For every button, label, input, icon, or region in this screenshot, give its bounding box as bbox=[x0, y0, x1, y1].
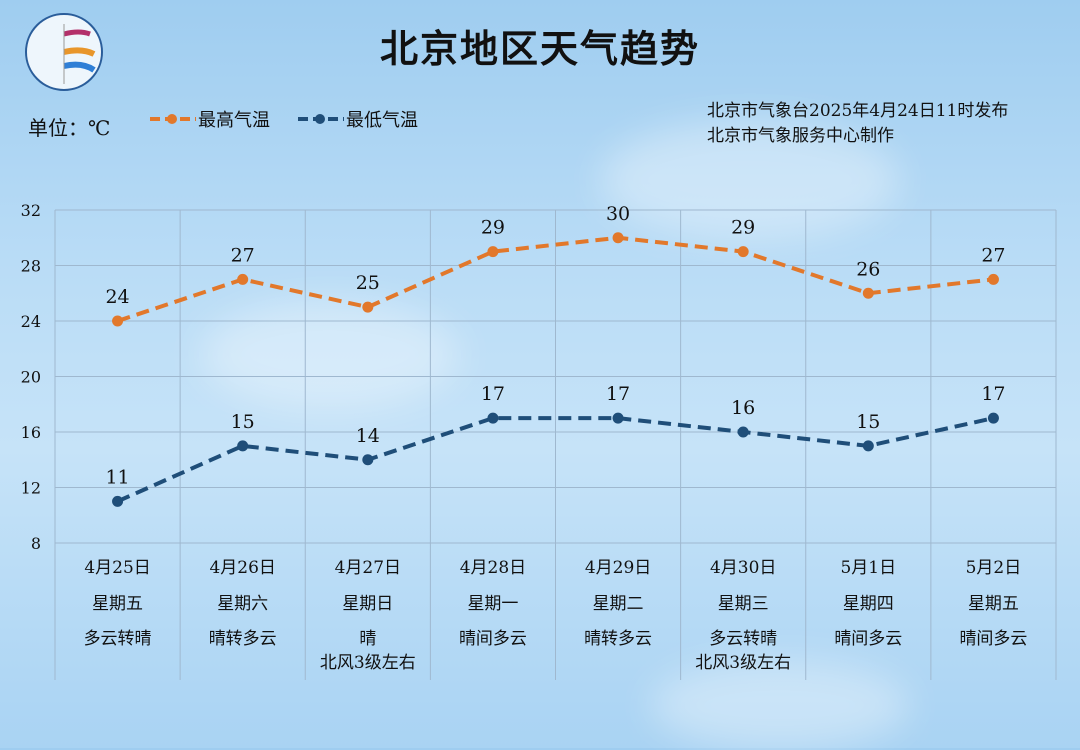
data-label-low: 15 bbox=[231, 411, 255, 433]
source-maker: 北京市气象服务中心制作 bbox=[707, 126, 894, 146]
legend-high: 最高气温 bbox=[148, 106, 270, 132]
legend-high-marker bbox=[150, 114, 196, 124]
weather-label: 晴间多云 bbox=[959, 629, 1027, 649]
data-point-low bbox=[487, 412, 499, 424]
y-tick-label: 16 bbox=[21, 423, 41, 442]
data-label-high: 29 bbox=[481, 217, 505, 239]
x-tick-date: 4月27日 bbox=[335, 558, 401, 578]
page-title: 北京地区天气趋势 bbox=[379, 26, 700, 71]
data-point-low bbox=[237, 440, 249, 452]
legend-low-label: 最低气温 bbox=[346, 110, 418, 131]
source-publish: 北京市气象台2025年4月24日11时发布 bbox=[707, 101, 1009, 121]
data-point-high bbox=[987, 273, 999, 285]
weather-label: 晴转多云 bbox=[209, 629, 277, 649]
weather-label: 晴 bbox=[359, 629, 376, 649]
x-tick-weekday: 星期二 bbox=[593, 594, 644, 614]
legend-high-label: 最高气温 bbox=[198, 110, 270, 131]
x-tick-date: 5月1日 bbox=[840, 558, 896, 578]
data-label-high: 27 bbox=[981, 244, 1005, 266]
weather-label: 多云转晴 bbox=[84, 629, 152, 649]
data-point-high bbox=[737, 246, 749, 258]
weather-label: 晴间多云 bbox=[834, 629, 902, 649]
weather-label: 多云转晴 bbox=[709, 629, 777, 649]
data-point-low bbox=[612, 412, 624, 424]
data-point-high bbox=[612, 232, 624, 244]
unit-label: 单位：℃ bbox=[28, 116, 111, 140]
data-point-high bbox=[112, 315, 124, 327]
x-tick-weekday: 星期一 bbox=[467, 594, 518, 614]
data-label-low: 17 bbox=[481, 383, 505, 405]
data-label-low: 11 bbox=[105, 466, 129, 488]
y-tick-label: 28 bbox=[21, 257, 41, 276]
data-label-low: 15 bbox=[856, 411, 880, 433]
x-tick-weekday: 星期六 bbox=[217, 594, 268, 614]
x-tick-date: 4月29日 bbox=[585, 558, 651, 578]
x-tick-date: 4月28日 bbox=[460, 558, 526, 578]
data-label-low: 17 bbox=[981, 383, 1005, 405]
x-tick-weekday: 星期四 bbox=[843, 594, 894, 614]
data-point-low bbox=[987, 412, 999, 424]
data-point-high bbox=[862, 287, 874, 299]
data-point-high bbox=[237, 273, 249, 285]
data-label-high: 24 bbox=[105, 286, 129, 308]
x-tick-date: 4月25日 bbox=[84, 558, 150, 578]
wind-label: 北风3级左右 bbox=[320, 653, 416, 673]
data-label-low: 17 bbox=[606, 383, 630, 405]
data-label-high: 25 bbox=[356, 272, 380, 294]
x-tick-date: 4月26日 bbox=[209, 558, 275, 578]
y-tick-label: 12 bbox=[21, 479, 41, 498]
x-tick-weekday: 星期三 bbox=[718, 594, 769, 614]
data-point-high bbox=[362, 301, 374, 313]
x-tick-weekday: 星期五 bbox=[968, 594, 1019, 614]
data-point-high bbox=[487, 246, 499, 258]
data-label-high: 27 bbox=[231, 244, 255, 266]
weather-label: 晴转多云 bbox=[584, 629, 652, 649]
y-tick-label: 32 bbox=[21, 201, 41, 220]
y-tick-label: 8 bbox=[31, 534, 41, 553]
y-tick-label: 24 bbox=[21, 312, 41, 331]
y-tick-label: 20 bbox=[21, 368, 41, 387]
data-point-low bbox=[112, 495, 124, 507]
legend-low-marker bbox=[298, 114, 344, 124]
legend-low: 最低气温 bbox=[296, 106, 418, 132]
data-label-low: 16 bbox=[731, 397, 755, 419]
data-point-low bbox=[362, 454, 374, 466]
x-tick-weekday: 星期日 bbox=[342, 594, 393, 614]
data-point-low bbox=[737, 426, 749, 438]
series-line-low bbox=[116, 416, 994, 504]
meteorological-service-logo bbox=[25, 13, 103, 91]
data-point-low bbox=[862, 440, 874, 452]
x-tick-date: 5月2日 bbox=[966, 558, 1022, 578]
data-label-high: 26 bbox=[856, 258, 880, 280]
data-label-high: 29 bbox=[731, 217, 755, 239]
weather-label: 晴间多云 bbox=[459, 629, 527, 649]
wind-label: 北风3级左右 bbox=[695, 653, 791, 673]
data-label-high: 30 bbox=[606, 203, 630, 225]
x-tick-weekday: 星期五 bbox=[92, 594, 143, 614]
x-tick-date: 4月30日 bbox=[710, 558, 776, 578]
data-label-low: 14 bbox=[356, 425, 380, 447]
